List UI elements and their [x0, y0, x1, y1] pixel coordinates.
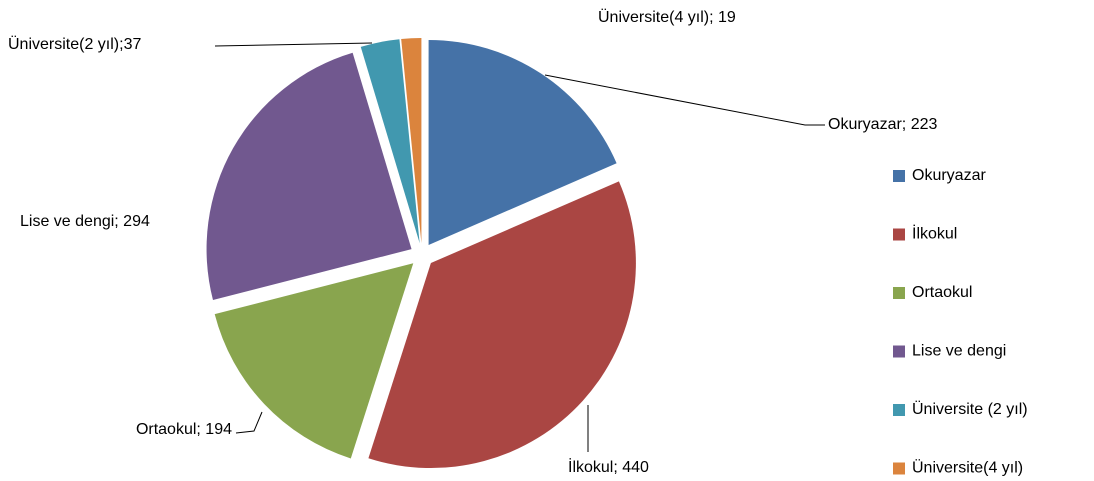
- legend-label: Üniversite(4 yıl): [912, 459, 1023, 477]
- pie-slice: [214, 263, 414, 459]
- pie-slice: [428, 39, 617, 245]
- leader-line: [544, 74, 825, 126]
- pie-slice: [360, 39, 420, 244]
- legend-swatch: [893, 170, 905, 182]
- leader-line: [214, 42, 373, 47]
- legend: Okuryazar İlkokul Ortaokul Lise ve dengi Üni…: [893, 167, 1028, 477]
- legend-swatch: [893, 404, 905, 416]
- legend-swatch: [893, 287, 905, 299]
- legend-swatch: [893, 228, 905, 241]
- leader-line: [235, 411, 263, 434]
- legend-swatch: [893, 462, 905, 475]
- data-label: Üniversite(4 yıl); 19: [598, 8, 736, 26]
- pie: [206, 38, 636, 469]
- legend-label: İlkokul: [912, 224, 957, 243]
- data-label: Lise ve dengi; 294: [20, 213, 150, 230]
- legend-label: Okuryazar: [912, 167, 986, 184]
- pie-slice: [368, 181, 636, 469]
- legend-label: Ortaokul: [912, 284, 972, 301]
- data-label: Okuryazar; 223: [828, 116, 937, 133]
- legend-label: Lise ve dengi: [912, 343, 1006, 360]
- data-label: Üniversite(2 yıl);37: [8, 35, 141, 53]
- data-label: Ortaokul; 194: [136, 421, 232, 438]
- pie-slice: [401, 38, 422, 244]
- pie-slice: [206, 52, 412, 301]
- data-label: İlkokul; 440: [568, 457, 649, 476]
- data-labels: Okuryazar; 223 İlkokul; 440 Ortaokul; 194 L…: [8, 8, 937, 476]
- legend-label: Üniversite (2 yıl): [912, 400, 1028, 418]
- legend-swatch: [893, 345, 905, 358]
